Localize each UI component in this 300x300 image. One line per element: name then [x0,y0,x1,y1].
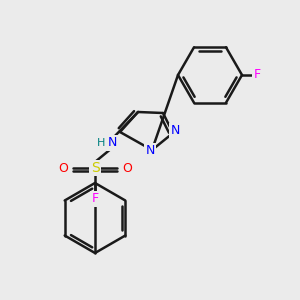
Text: O: O [58,161,68,175]
Text: S: S [91,161,99,175]
Text: N: N [145,145,155,158]
Text: N: N [107,136,117,149]
Text: O: O [122,161,132,175]
Text: F: F [254,68,261,82]
Text: F: F [92,193,99,206]
Text: H: H [97,138,105,148]
Text: N: N [170,124,180,137]
